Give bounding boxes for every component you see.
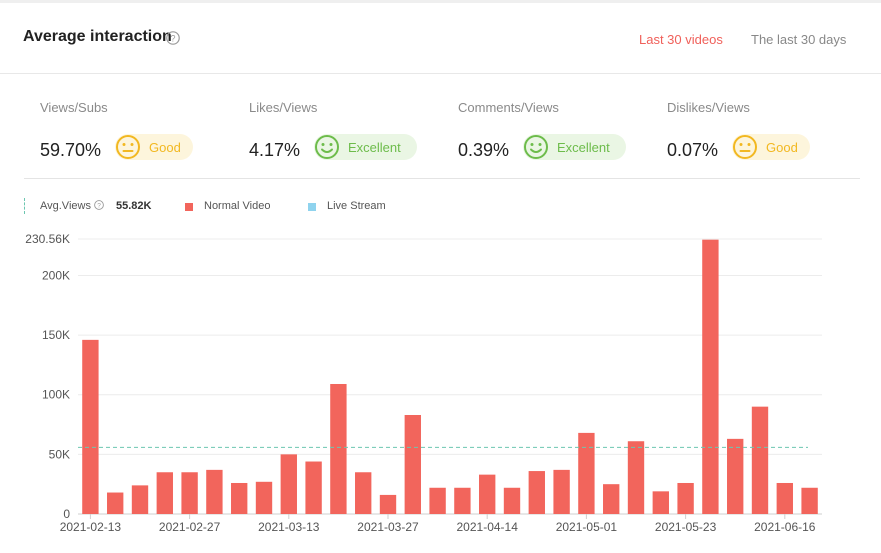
bar (479, 474, 496, 514)
neutral-face-icon (116, 135, 140, 159)
bar (751, 406, 769, 514)
normal-video-swatch (185, 203, 193, 211)
metric-value: 4.17% (249, 140, 301, 160)
legend-normal-video[interactable]: Normal Video (204, 200, 271, 212)
card-header: Average interaction ? Last 30 videos The… (0, 3, 881, 74)
neutral-face-icon (733, 135, 757, 159)
bar (627, 441, 645, 514)
metric-views-subs: Views/Subs 59.70% Good (40, 74, 240, 174)
metric-label: Likes/Views (249, 100, 318, 115)
x-tick-label: 2021-04-14 (457, 520, 519, 534)
metric-dislikes-views: Dislikes/Views 0.07% Good (667, 74, 867, 174)
tab-last-30-days[interactable]: The last 30 days (751, 32, 847, 47)
y-tick-label: 100K (42, 388, 70, 402)
bar (801, 487, 818, 514)
bar (156, 472, 173, 514)
bar (255, 481, 273, 514)
x-tick-label: 2021-06-16 (754, 520, 816, 534)
x-tick-label: 2021-02-13 (60, 520, 122, 534)
rating-badge: Good (115, 134, 193, 160)
help-icon[interactable]: ? (166, 31, 180, 45)
live-stream-swatch (308, 203, 316, 211)
bar (503, 487, 521, 514)
svg-text:?: ? (170, 34, 175, 44)
x-tick-label: 2021-03-13 (258, 520, 320, 534)
page-title: Average interaction (23, 28, 172, 45)
bar (355, 472, 372, 514)
bar (702, 239, 719, 514)
bar (107, 492, 124, 514)
metric-label: Dislikes/Views (667, 100, 750, 115)
bar (181, 472, 198, 514)
legend-avg-label: Avg.Views (40, 200, 91, 212)
help-icon[interactable]: ? (94, 200, 104, 210)
rating-text: Excellent (348, 140, 401, 155)
bar (454, 487, 471, 514)
top-border (0, 0, 881, 3)
metric-comments-views: Comments/Views 0.39% Excellent (458, 74, 658, 174)
metrics-row: Views/Subs 59.70% Good Likes/Views 4.17%… (0, 74, 881, 179)
metric-value: 59.70% (40, 140, 102, 160)
smile-face-icon (315, 135, 339, 159)
y-tick-label: 200K (42, 268, 70, 282)
avg-line-swatch (24, 198, 26, 214)
metric-label: Comments/Views (458, 100, 559, 115)
x-tick-label: 2021-05-23 (655, 520, 717, 534)
smile-face-icon (524, 135, 548, 159)
y-tick-label: 230.56K (25, 232, 70, 246)
y-tick-label: 0 (63, 507, 70, 521)
bar (776, 482, 793, 514)
x-tick-label: 2021-05-01 (556, 520, 618, 534)
rating-text: Good (149, 140, 181, 155)
bar (677, 482, 694, 514)
rating-badge: Good (732, 134, 810, 160)
bar (379, 494, 397, 514)
views-bar-chart: 0 50K 100K 150K 200K 230.56K 2021-02-13 2021-02… (25, 232, 822, 534)
bar (553, 469, 570, 514)
bar (652, 491, 669, 514)
metric-likes-views: Likes/Views 4.17% Excellent (249, 74, 449, 174)
bar (231, 482, 248, 514)
tab-last-30-videos[interactable]: Last 30 videos (639, 32, 723, 47)
legend-avg-value: 55.82K (116, 200, 152, 212)
bar (578, 432, 595, 514)
divider (24, 178, 860, 179)
bar (603, 484, 620, 514)
bar (305, 461, 322, 514)
bar (429, 487, 446, 514)
y-tick-label: 150K (42, 328, 70, 342)
bar (82, 339, 99, 514)
rating-text: Good (766, 140, 798, 155)
bar (528, 471, 545, 514)
bar (131, 485, 149, 514)
y-tick-label: 50K (49, 447, 70, 461)
bar (727, 438, 744, 514)
metric-label: Views/Subs (40, 100, 108, 115)
metric-value: 0.07% (667, 140, 719, 160)
metric-value: 0.39% (458, 140, 510, 160)
bar (330, 383, 347, 514)
legend-live-stream[interactable]: Live Stream (327, 200, 386, 212)
rating-badge: Excellent (523, 134, 626, 160)
x-tick-label: 2021-03-27 (357, 520, 419, 534)
svg-text:?: ? (97, 203, 101, 210)
rating-text: Excellent (557, 140, 610, 155)
bar (206, 469, 223, 514)
bar (280, 454, 297, 514)
x-tick-label: 2021-02-27 (159, 520, 221, 534)
bar (404, 415, 421, 514)
rating-badge: Excellent (314, 134, 417, 160)
